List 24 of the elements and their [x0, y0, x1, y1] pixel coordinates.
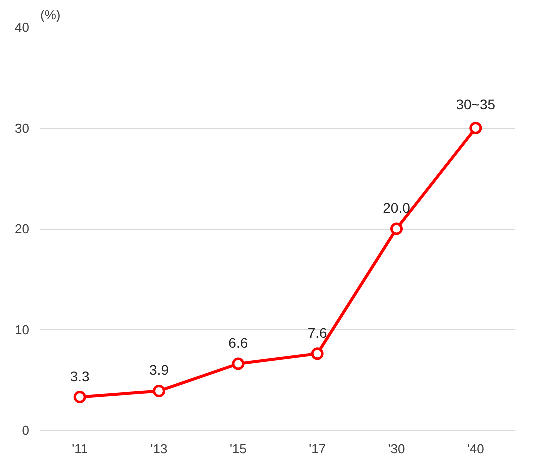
- x-tick-label: '11: [72, 442, 88, 456]
- point: [232, 358, 245, 370]
- point: [74, 391, 86, 404]
- y-tick-label: 20: [15, 222, 30, 236]
- point: [311, 348, 324, 360]
- point: [153, 384, 166, 398]
- x-tick-label: '13: [150, 442, 168, 456]
- x-tick-label: '17: [309, 442, 326, 456]
- y-tick-label: 30: [15, 120, 30, 136]
- data-label: 20.0: [383, 200, 411, 216]
- x-tick-label: '40: [467, 442, 484, 456]
- data-label: 6.6: [228, 335, 248, 352]
- data-label: 7.6: [308, 324, 328, 341]
- data-label: 30~35: [456, 96, 496, 112]
- y-tick-label: 10: [15, 322, 30, 338]
- data-label: 3.3: [70, 368, 90, 384]
- point: [470, 122, 482, 134]
- x-tick-label: '15: [230, 442, 247, 456]
- y-tick-label: 0: [22, 423, 30, 438]
- y-tick-label: 40: [15, 20, 30, 35]
- point: [390, 222, 403, 236]
- y-axis-title: (%): [40, 8, 61, 22]
- x-tick-label: '30: [388, 442, 406, 456]
- data-label: 3.9: [150, 362, 170, 378]
